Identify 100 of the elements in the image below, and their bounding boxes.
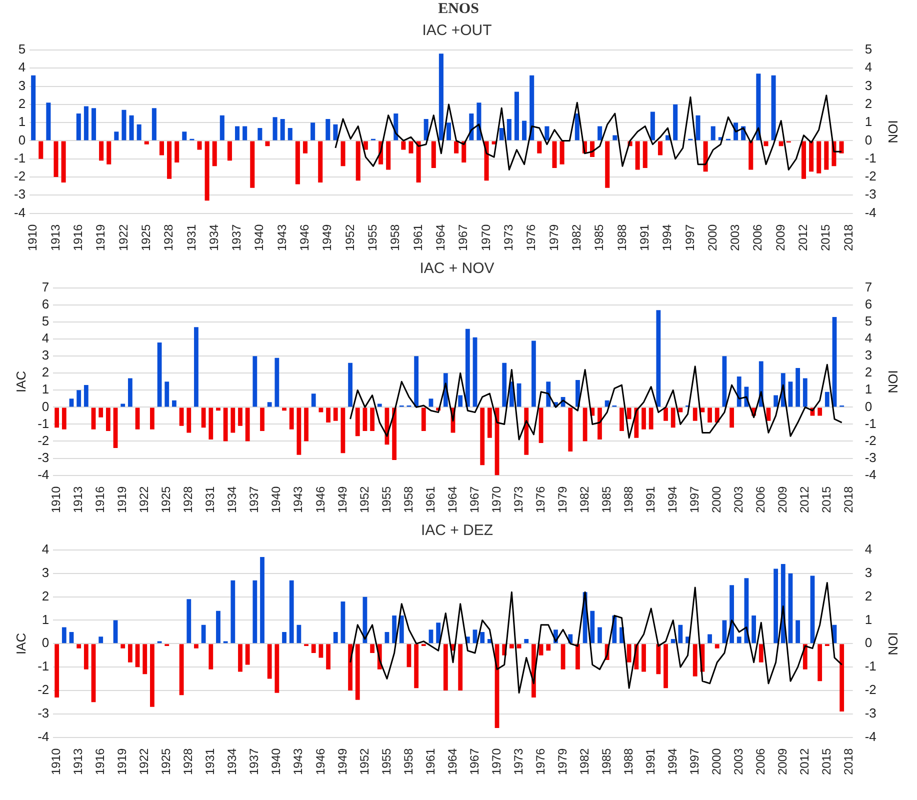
bar: [458, 395, 463, 407]
x-tick-label: 1955: [366, 224, 380, 252]
x-tick-label: 1970: [489, 486, 504, 514]
x-tick-label: 2000: [705, 224, 720, 252]
x-tick-label: 1985: [599, 486, 614, 514]
y2-tick-label: -2: [864, 432, 876, 448]
x-tick-label: 1979: [555, 748, 570, 776]
y2-tick-label: -2: [864, 168, 876, 184]
bar: [774, 568, 778, 644]
bar: [128, 644, 132, 662]
bar: [598, 126, 602, 140]
x-tick-label: 1946: [313, 486, 328, 514]
x-tick-label: 1931: [203, 748, 218, 776]
bar: [414, 644, 419, 688]
bar: [635, 141, 640, 170]
y2-tick-label: -3: [864, 705, 876, 720]
x-tick-label: 2003: [731, 486, 746, 514]
x-tick-label: 1973: [511, 748, 526, 776]
bar: [197, 141, 202, 150]
y2-tick-label: -2: [864, 682, 876, 698]
bar: [204, 141, 210, 201]
x-tick-label: 1916: [70, 224, 85, 252]
bar: [708, 408, 712, 423]
x-tick-label: 2018: [841, 748, 856, 776]
y-tick-label: 1: [18, 114, 26, 130]
bar: [370, 408, 374, 432]
y-tick-label: 5: [18, 42, 26, 57]
bar: [431, 141, 436, 168]
bar: [524, 408, 529, 455]
y2-axis-title: ION: [886, 632, 901, 656]
bar: [399, 616, 404, 644]
x-tick-label: 1973: [511, 486, 526, 514]
y2-tick-label: 7: [864, 280, 872, 295]
bar: [796, 620, 800, 644]
bar: [598, 627, 602, 644]
x-tick-label: 1916: [93, 486, 108, 514]
bar: [295, 141, 300, 184]
bar: [752, 616, 756, 644]
x-tick-label: 1922: [137, 748, 152, 776]
bar: [242, 126, 248, 140]
bar: [113, 620, 118, 644]
bar: [84, 644, 88, 670]
x-tick-label: 1988: [621, 486, 636, 514]
x-tick-label: 1922: [137, 486, 152, 514]
y2-tick-label: -4: [864, 204, 876, 220]
y2-tick-label: 3: [864, 348, 872, 363]
bar: [658, 141, 663, 156]
bar: [120, 644, 126, 648]
x-tick-label: 1964: [445, 748, 460, 776]
bar: [274, 644, 280, 693]
bar: [710, 126, 716, 140]
bar: [282, 632, 286, 644]
bar: [506, 118, 512, 140]
bar: [179, 408, 184, 426]
bar: [333, 124, 338, 140]
bar: [708, 634, 712, 644]
y2-tick-label: -1: [864, 416, 876, 431]
bar: [771, 75, 776, 140]
bar: [201, 624, 206, 644]
bar: [722, 620, 727, 644]
bar: [355, 408, 360, 436]
bar: [267, 644, 272, 679]
bar: [76, 390, 82, 407]
bar: [340, 408, 346, 454]
bar: [128, 378, 132, 407]
bar: [670, 408, 676, 428]
x-tick-label: 1955: [379, 486, 394, 514]
bar: [730, 585, 734, 644]
x-tick-label: 1925: [138, 224, 153, 252]
bar: [235, 126, 240, 140]
bar: [106, 141, 112, 164]
x-tick-label: 1988: [621, 748, 636, 776]
x-tick-label: 1994: [665, 748, 680, 776]
bar: [788, 573, 793, 644]
x-tick-label: 1985: [599, 748, 614, 776]
bar: [538, 408, 544, 443]
bar: [113, 408, 118, 448]
bar: [502, 362, 507, 407]
bar: [136, 124, 142, 140]
bar: [458, 644, 463, 690]
bar: [54, 644, 60, 698]
y2-tick-label: 0: [864, 635, 872, 650]
x-tick-label: 1934: [225, 486, 240, 514]
bar: [552, 141, 557, 168]
y2-tick-label: -1: [864, 150, 876, 166]
bar: [194, 644, 198, 648]
bar: [480, 632, 485, 644]
x-tick-label: 1913: [71, 486, 86, 514]
y2-tick-label: 4: [864, 542, 872, 557]
bar: [524, 638, 529, 644]
bar: [179, 644, 184, 696]
y2-tick-label: 1: [864, 114, 872, 130]
bar: [824, 141, 829, 170]
bar: [326, 408, 330, 423]
bar: [150, 644, 154, 707]
chart-title: IAC + DEZ: [420, 522, 494, 540]
bar: [61, 141, 66, 182]
bar: [392, 616, 397, 644]
bar: [642, 408, 646, 430]
bar: [818, 408, 822, 416]
